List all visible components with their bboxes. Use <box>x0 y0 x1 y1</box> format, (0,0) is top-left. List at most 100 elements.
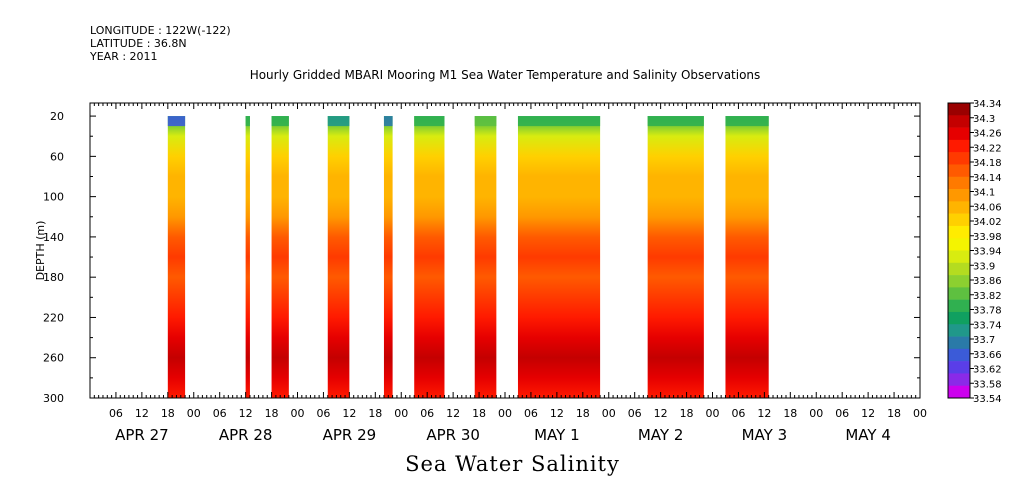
colorbar-label: 33.78 <box>973 306 1002 317</box>
colorbar-label: 33.98 <box>973 232 1002 243</box>
x-hour-label: 18 <box>161 407 175 420</box>
x-hour-label: 06 <box>731 407 745 420</box>
x-hour-label: 06 <box>109 407 123 420</box>
colorbar-swatch <box>948 225 970 239</box>
colorbar-label: 34.26 <box>973 129 1002 140</box>
colorbar-swatch <box>948 127 970 141</box>
colorbar-swatch <box>948 262 970 276</box>
colorbar-label: 34.1 <box>973 188 995 199</box>
y-axis-ticks: 20 60 100 140 180 220 260 300 <box>43 110 920 405</box>
x-hour-label: 06 <box>835 407 849 420</box>
x-hour-label: 06 <box>316 407 330 420</box>
y-tick-label: 220 <box>43 311 64 324</box>
y-tick-label: 100 <box>43 191 64 204</box>
colorbar-label: 33.82 <box>973 291 1002 302</box>
salinity-segment-5 <box>383 116 393 398</box>
colorbar: 34.34 34.3 34.26 34.22 34.18 34.14 34.1 34.06 34… <box>947 99 1002 405</box>
salinity-segment-9 <box>647 116 704 398</box>
x-day-label: MAY 1 <box>534 426 580 444</box>
colorbar-label: 33.9 <box>973 261 995 272</box>
latitude-label: LATITUDE : 36.8N <box>90 37 187 50</box>
colorbar-label: 33.94 <box>973 247 1002 258</box>
colorbar-swatch <box>948 238 970 251</box>
x-axis-ticks: 06 12 18 00 06 12 18 00 06 12 18 00 06 12 18 00 06 12 18 00… <box>89 103 927 444</box>
chart-bottom-title: Sea Water Salinity <box>405 452 620 476</box>
x-hour-label: 00 <box>913 407 927 420</box>
x-hour-label: 06 <box>420 407 434 420</box>
x-hour-label: 00 <box>394 407 408 420</box>
x-hour-label: 00 <box>187 407 201 420</box>
colorbar-label: 34.22 <box>973 143 1002 154</box>
x-hour-label: 06 <box>213 407 227 420</box>
colorbar-label: 33.66 <box>973 350 1002 361</box>
surface-band-5 <box>383 116 393 127</box>
salinity-segment-1 <box>167 116 186 398</box>
x-hour-label: 18 <box>783 407 797 420</box>
surface-band-3 <box>271 116 289 127</box>
colorbar-swatch <box>948 164 970 178</box>
x-day-label: APR 28 <box>219 426 273 444</box>
x-hour-label: 12 <box>239 407 253 420</box>
salinity-segment-4 <box>327 116 350 398</box>
colorbar-label: 33.74 <box>973 320 1002 331</box>
colorbar-label: 33.58 <box>973 379 1002 390</box>
x-hour-label: 12 <box>654 407 668 420</box>
data-segments <box>167 116 769 398</box>
salinity-segment-2 <box>245 116 250 398</box>
longitude-label: LONGITUDE : 122W(-122) <box>90 24 231 37</box>
colorbar-label: 33.54 <box>973 394 1002 405</box>
y-tick-label: 260 <box>43 352 64 365</box>
x-hour-label: 18 <box>472 407 486 420</box>
x-hour-label: 12 <box>135 407 149 420</box>
x-day-label: MAY 4 <box>845 426 891 444</box>
colorbar-swatch <box>948 250 970 264</box>
x-hour-label: 00 <box>602 407 616 420</box>
colorbar-label: 34.3 <box>973 114 995 125</box>
colorbar-swatch <box>948 361 970 374</box>
colorbar-swatch <box>948 373 970 387</box>
colorbar-label: 34.14 <box>973 173 1002 184</box>
surface-band-9 <box>647 116 704 127</box>
colorbar-swatch <box>948 385 970 399</box>
colorbar-label: 34.18 <box>973 158 1002 169</box>
colorbar-swatch <box>948 299 970 313</box>
x-hour-label: 12 <box>446 407 460 420</box>
salinity-segment-10 <box>725 116 769 398</box>
x-day-label: MAY 2 <box>638 426 684 444</box>
colorbar-label: 33.62 <box>973 365 1002 376</box>
x-hour-label: 18 <box>887 407 901 420</box>
surface-band-6 <box>414 116 445 127</box>
surface-band-10 <box>725 116 769 127</box>
salinity-segment-7 <box>474 116 497 398</box>
surface-band-4 <box>327 116 350 127</box>
colorbar-swatch <box>948 201 970 214</box>
colorbar-swatch <box>948 336 970 350</box>
y-axis-label: DEPTH (m) <box>34 221 47 281</box>
salinity-segment-3 <box>271 116 289 398</box>
surface-band-1 <box>167 116 186 127</box>
y-tick-label: 300 <box>43 392 64 405</box>
x-day-label: APR 29 <box>323 426 377 444</box>
x-hour-label: 18 <box>680 407 694 420</box>
salinity-segment-6 <box>414 116 445 398</box>
x-hour-label: 12 <box>550 407 564 420</box>
colorbar-swatch <box>948 115 970 128</box>
colorbar-swatch <box>948 348 970 362</box>
colorbar-swatch <box>948 311 970 325</box>
colorbar-label: 34.34 <box>973 99 1002 110</box>
x-day-label: APR 27 <box>115 426 169 444</box>
colorbar-swatch <box>948 287 970 300</box>
colorbar-swatch <box>948 139 970 153</box>
colorbar-label: 33.7 <box>973 335 995 346</box>
x-hour-label: 06 <box>628 407 642 420</box>
surface-band-7 <box>474 116 497 127</box>
colorbar-swatch <box>948 103 970 116</box>
x-hour-label: 00 <box>498 407 512 420</box>
y-tick-label: 20 <box>50 110 64 123</box>
x-hour-label: 00 <box>706 407 720 420</box>
x-hour-label: 18 <box>368 407 382 420</box>
colorbar-swatch <box>948 213 970 227</box>
x-day-label: MAY 3 <box>742 426 788 444</box>
x-day-label: APR 30 <box>426 426 480 444</box>
